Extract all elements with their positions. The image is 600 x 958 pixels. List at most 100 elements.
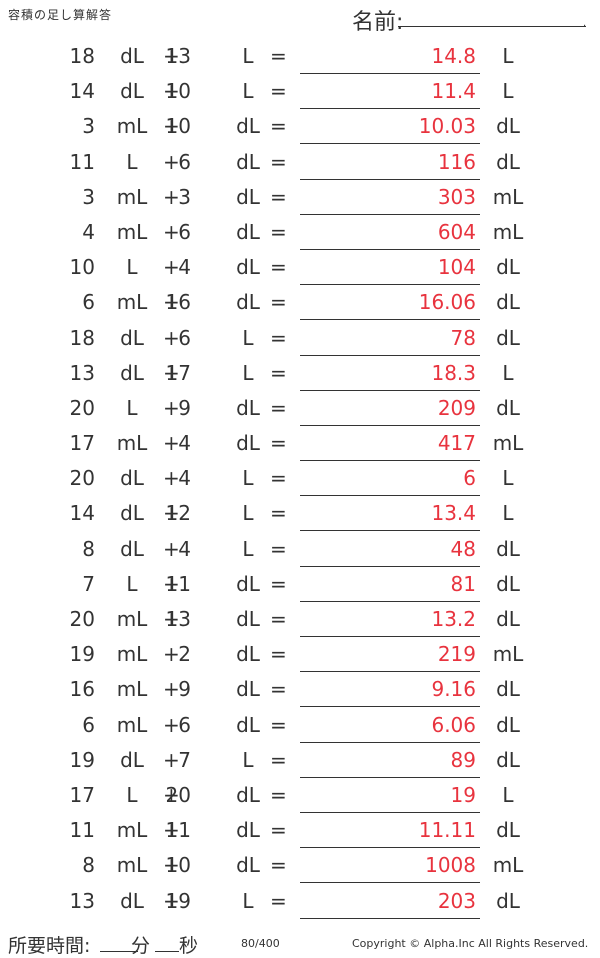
answer-line[interactable] [300, 460, 480, 462]
second-amount: 7 [178, 747, 191, 772]
first-unit: mL [116, 184, 148, 209]
answer-line[interactable] [300, 248, 480, 250]
equals-sign: = [270, 818, 287, 843]
plus-sign: + [163, 571, 180, 596]
equals-sign: = [270, 571, 287, 596]
answer-line[interactable] [300, 565, 480, 567]
problem-row: 20 L +9 dL = 209 dL [0, 390, 600, 426]
plus-sign: + [163, 712, 180, 737]
second-unit: dL [236, 184, 260, 209]
answer-line[interactable] [300, 143, 480, 145]
plus-sign: + [163, 79, 180, 104]
answer-unit: dL [496, 149, 520, 174]
answer-line[interactable] [300, 530, 480, 532]
first-amount: 11 [69, 818, 95, 843]
first-unit: dL [120, 536, 144, 561]
second-amount: 3 [178, 184, 191, 209]
answer-line[interactable] [300, 811, 480, 813]
answer-line[interactable] [300, 671, 480, 673]
problem-row: 20 mL +13 dL = 13.2 dL [0, 601, 600, 637]
answer-line[interactable] [300, 389, 480, 391]
equals-sign: = [270, 642, 287, 667]
first-amount: 8 [82, 536, 95, 561]
second-amount: 9 [178, 395, 191, 420]
answer-line[interactable] [300, 213, 480, 215]
minutes-label: 分 [131, 935, 151, 957]
plus-sign: + [163, 466, 180, 491]
plus-sign: + [163, 501, 180, 526]
answer-line[interactable] [300, 741, 480, 743]
second-amount: 11 [165, 571, 191, 596]
plus-sign: + [163, 395, 180, 420]
second-unit: dL [236, 571, 260, 596]
problem-row: 7 L +11 dL = 81 dL [0, 566, 600, 602]
answer-unit: dL [496, 571, 520, 596]
equals-sign: = [270, 219, 287, 244]
second-amount: 12 [165, 501, 191, 526]
answer-line[interactable] [300, 73, 480, 74]
plus-sign: + [163, 888, 180, 913]
problem-row: 18 dL +13 L = 14.8 L [0, 38, 600, 74]
answer-line[interactable] [300, 636, 480, 637]
answer-value: 11.4 [431, 79, 476, 104]
answer-line[interactable] [300, 847, 480, 849]
first-unit: mL [116, 219, 148, 244]
minutes-blank[interactable] [100, 951, 138, 952]
problem-row: 4 mL +6 dL = 604 mL [0, 214, 600, 250]
first-amount: 13 [69, 888, 95, 913]
first-unit: mL [116, 818, 148, 843]
first-unit: dL [120, 501, 144, 526]
answer-line[interactable] [300, 319, 480, 321]
answer-unit: dL [496, 395, 520, 420]
answer-value: 10.03 [418, 114, 476, 139]
second-amount: 10 [165, 79, 191, 104]
answer-value: 13.2 [431, 607, 476, 631]
problem-row: 8 mL +10 dL = 1008 mL [0, 847, 600, 884]
answer-unit: L [502, 79, 514, 104]
second-unit: dL [236, 149, 260, 174]
plus-sign: + [163, 114, 180, 139]
second-amount: 2 [178, 642, 191, 667]
answer-line[interactable] [300, 284, 480, 286]
seconds-blank[interactable] [155, 951, 179, 952]
problem-row: 16 mL +9 dL = 9.16 dL [0, 671, 600, 708]
second-unit: dL [236, 677, 260, 702]
answer-line[interactable] [300, 600, 480, 602]
first-amount: 19 [69, 642, 95, 667]
plus-sign: + [163, 853, 180, 878]
second-amount: 20 [165, 782, 191, 807]
answer-line[interactable] [300, 108, 480, 110]
problem-row: 6 mL +16 dL = 16.06 dL [0, 284, 600, 321]
answer-line[interactable] [300, 424, 480, 426]
answer-line[interactable] [300, 354, 480, 356]
answer-line[interactable] [300, 706, 480, 708]
second-amount: 16 [165, 290, 191, 315]
plus-sign: + [163, 290, 180, 315]
equals-sign: = [270, 607, 287, 631]
answer-unit: dL [496, 747, 520, 772]
second-amount: 6 [178, 325, 191, 350]
second-amount: 17 [165, 360, 191, 385]
problem-row: 3 mL +3 dL = 303 mL [0, 179, 600, 215]
first-unit: mL [116, 677, 148, 702]
equals-sign: = [270, 501, 287, 526]
name-field-line[interactable] [398, 26, 586, 27]
second-amount: 10 [165, 853, 191, 878]
worksheet-title: 容積の足し算解答 [8, 8, 113, 22]
answer-line[interactable] [300, 495, 480, 497]
first-amount: 17 [69, 782, 95, 807]
second-amount: 6 [178, 219, 191, 244]
answer-line[interactable] [300, 178, 480, 180]
first-amount: 3 [82, 184, 95, 209]
answer-unit: dL [496, 677, 520, 702]
first-amount: 13 [69, 360, 95, 385]
equals-sign: = [270, 536, 287, 561]
second-unit: L [242, 325, 254, 350]
answer-value: 6 [463, 466, 476, 491]
answer-value: 18.3 [431, 360, 476, 385]
answer-line[interactable] [300, 776, 480, 778]
answer-line[interactable] [300, 917, 480, 919]
plus-sign: + [163, 747, 180, 772]
problem-row: 14 dL +12 L = 13.4 L [0, 495, 600, 532]
answer-line[interactable] [300, 882, 480, 884]
